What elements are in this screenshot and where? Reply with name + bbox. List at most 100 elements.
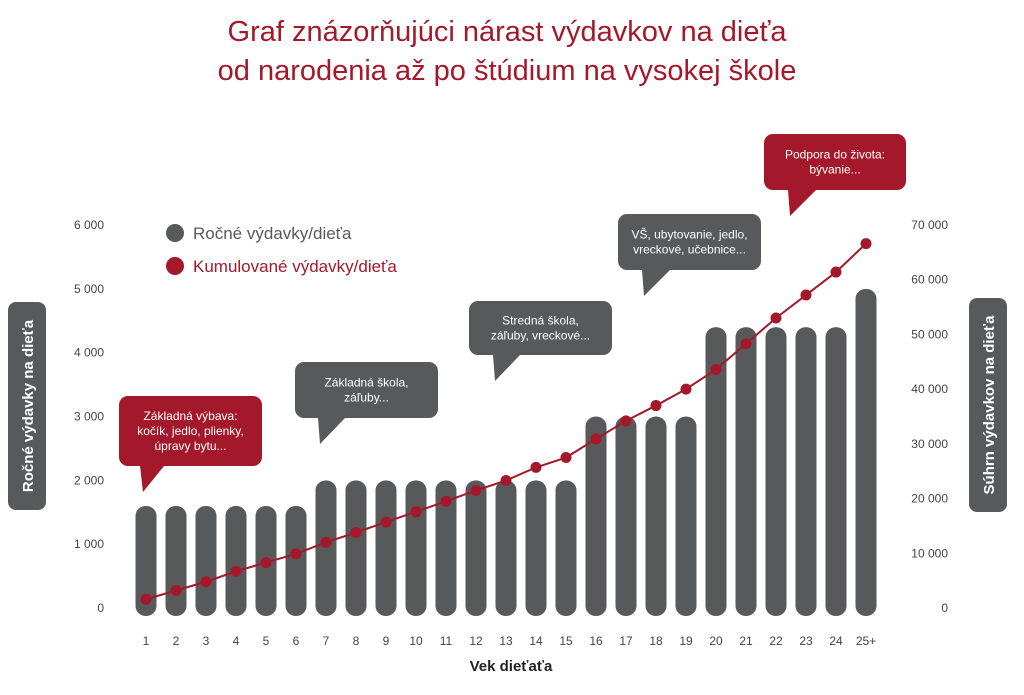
x-tick-label: 14 xyxy=(529,634,543,648)
x-tick-label: 18 xyxy=(649,634,663,648)
cumulative-point-age-8 xyxy=(350,526,362,538)
x-tick-label: 12 xyxy=(469,634,483,648)
bar-age-6 xyxy=(285,505,307,616)
bar-age-17 xyxy=(615,416,637,616)
cumulative-point-age-17 xyxy=(620,415,632,427)
x-tick-label: 4 xyxy=(233,634,240,648)
x-tick-label: 16 xyxy=(589,634,603,648)
bar-age-20 xyxy=(705,327,727,616)
left-tick-label: 0 xyxy=(97,601,104,615)
callout-text-line: úpravy bytu... xyxy=(154,439,226,453)
right-tick-label: 0 xyxy=(941,601,948,615)
cumulative-point-age-11 xyxy=(440,495,452,507)
cumulative-point-age-18 xyxy=(650,400,662,412)
right-tick-label: 20 000 xyxy=(911,492,948,506)
x-tick-label: 8 xyxy=(353,634,360,648)
legend-line-label: Kumulované výdavky/dieťa xyxy=(193,257,397,276)
bar-age-24 xyxy=(825,327,847,616)
right-tick-label: 10 000 xyxy=(911,546,948,560)
x-tick-label: 7 xyxy=(323,634,330,648)
bar-age-11 xyxy=(435,480,457,616)
bar-age-13 xyxy=(495,480,517,616)
legend: Ročné výdavky/dieťa Kumulované výdavky/d… xyxy=(166,224,397,276)
cumulative-point-age-1 xyxy=(140,593,152,605)
x-tick-label: 2 xyxy=(173,634,180,648)
cumulative-point-age-23 xyxy=(800,289,812,301)
x-axis-label: Vek dieťaťa xyxy=(470,658,553,675)
legend-bar-marker xyxy=(166,224,184,242)
bar-age-12 xyxy=(465,480,487,616)
bar-age-9 xyxy=(375,480,397,616)
callout-text-line: Stredná škola, xyxy=(502,314,579,328)
left-axis-ticks: 0 1 000 2 000 3 000 4 000 5 000 6 000 xyxy=(74,218,104,615)
cumulative-point-age-21 xyxy=(740,338,752,350)
bar-age-15 xyxy=(555,480,577,616)
x-tick-label: 23 xyxy=(799,634,813,648)
legend-line-marker xyxy=(166,257,184,275)
callout-1: Základná výbava:kočík, jedlo, plienky,úp… xyxy=(119,396,262,492)
cumulative-point-age-10 xyxy=(410,506,422,518)
cumulative-point-age-12 xyxy=(470,484,482,496)
bar-age-2 xyxy=(165,505,187,616)
cumulative-point-age-6 xyxy=(290,548,302,560)
left-tick-label: 5 000 xyxy=(74,282,104,296)
bar-age-7 xyxy=(315,480,337,616)
cumulative-point-age-20 xyxy=(710,363,722,375)
bar-age-18 xyxy=(645,416,667,616)
bar-age-8 xyxy=(345,480,367,616)
callout-3: Stredná škola,záľuby, vreckové... xyxy=(469,301,612,381)
bar-age-1 xyxy=(135,505,157,616)
cumulative-point-age-22 xyxy=(770,312,782,324)
cumulative-point-age-4 xyxy=(230,565,242,577)
x-tick-label: 20 xyxy=(709,634,723,648)
right-axis-title: Súhrn výdavkov na dieťa xyxy=(981,315,998,495)
x-tick-label: 25+ xyxy=(856,634,876,648)
callout-text-line: Základná výbava: xyxy=(143,409,237,423)
chart-title-line-2: od narodenia až po štúdium na vysokej šk… xyxy=(218,55,797,87)
bar-age-3 xyxy=(195,505,217,616)
bar-age-25+ xyxy=(855,288,877,616)
cumulative-point-age-13 xyxy=(500,475,512,487)
x-tick-label: 10 xyxy=(409,634,423,648)
chart-title-line-1: Graf znázorňujúci nárast výdavkov na die… xyxy=(228,16,788,48)
bar-age-14 xyxy=(525,480,547,616)
cumulative-point-age-3 xyxy=(200,576,212,588)
cumulative-point-age-14 xyxy=(530,461,542,473)
x-axis-ticks: 1 2 3 4 5 6 7 8 9 10 11 12 13 14 15 16 17 18 19 20 21 22 23 24 2… xyxy=(143,634,877,648)
cumulative-point-age-24 xyxy=(830,266,842,278)
right-axis-ticks: 0 10 000 20 000 30 000 40 000 50 000 60 000 70 … xyxy=(911,218,948,615)
bar-age-10 xyxy=(405,480,427,616)
right-tick-label: 50 000 xyxy=(911,327,948,341)
x-tick-label: 11 xyxy=(440,634,453,648)
bar-age-22 xyxy=(765,327,787,616)
cumulative-line-series xyxy=(140,238,872,605)
bar-age-21 xyxy=(735,327,757,616)
cumulative-point-age-15 xyxy=(560,452,572,464)
left-tick-label: 6 000 xyxy=(74,218,104,232)
left-tick-label: 4 000 xyxy=(74,346,104,360)
x-tick-label: 22 xyxy=(769,634,783,648)
callout-2: Základná škola,záľuby... xyxy=(295,362,438,444)
x-tick-label: 21 xyxy=(739,634,753,648)
right-axis-title-badge: Súhrn výdavkov na dieťa xyxy=(969,298,1007,512)
cumulative-point-age-19 xyxy=(680,383,692,395)
callout-text-line: bývanie... xyxy=(809,163,860,177)
cumulative-point-age-16 xyxy=(590,433,602,445)
legend-bar-label: Ročné výdavky/dieťa xyxy=(193,224,352,243)
bar-series xyxy=(135,288,877,616)
left-tick-label: 3 000 xyxy=(74,410,104,424)
right-tick-label: 70 000 xyxy=(911,218,948,232)
left-axis-title: Ročné výdavky na dieťa xyxy=(20,319,37,492)
bar-age-4 xyxy=(225,505,247,616)
bar-age-19 xyxy=(675,416,697,616)
left-tick-label: 1 000 xyxy=(74,537,104,551)
bar-age-23 xyxy=(795,327,817,616)
right-tick-label: 30 000 xyxy=(911,437,948,451)
x-tick-label: 17 xyxy=(619,634,633,648)
x-tick-label: 24 xyxy=(829,634,843,648)
x-tick-label: 9 xyxy=(383,634,390,648)
left-axis-title-badge: Ročné výdavky na dieťa xyxy=(8,302,46,510)
callout-text-line: záľuby... xyxy=(344,391,389,405)
x-tick-label: 5 xyxy=(263,634,270,648)
